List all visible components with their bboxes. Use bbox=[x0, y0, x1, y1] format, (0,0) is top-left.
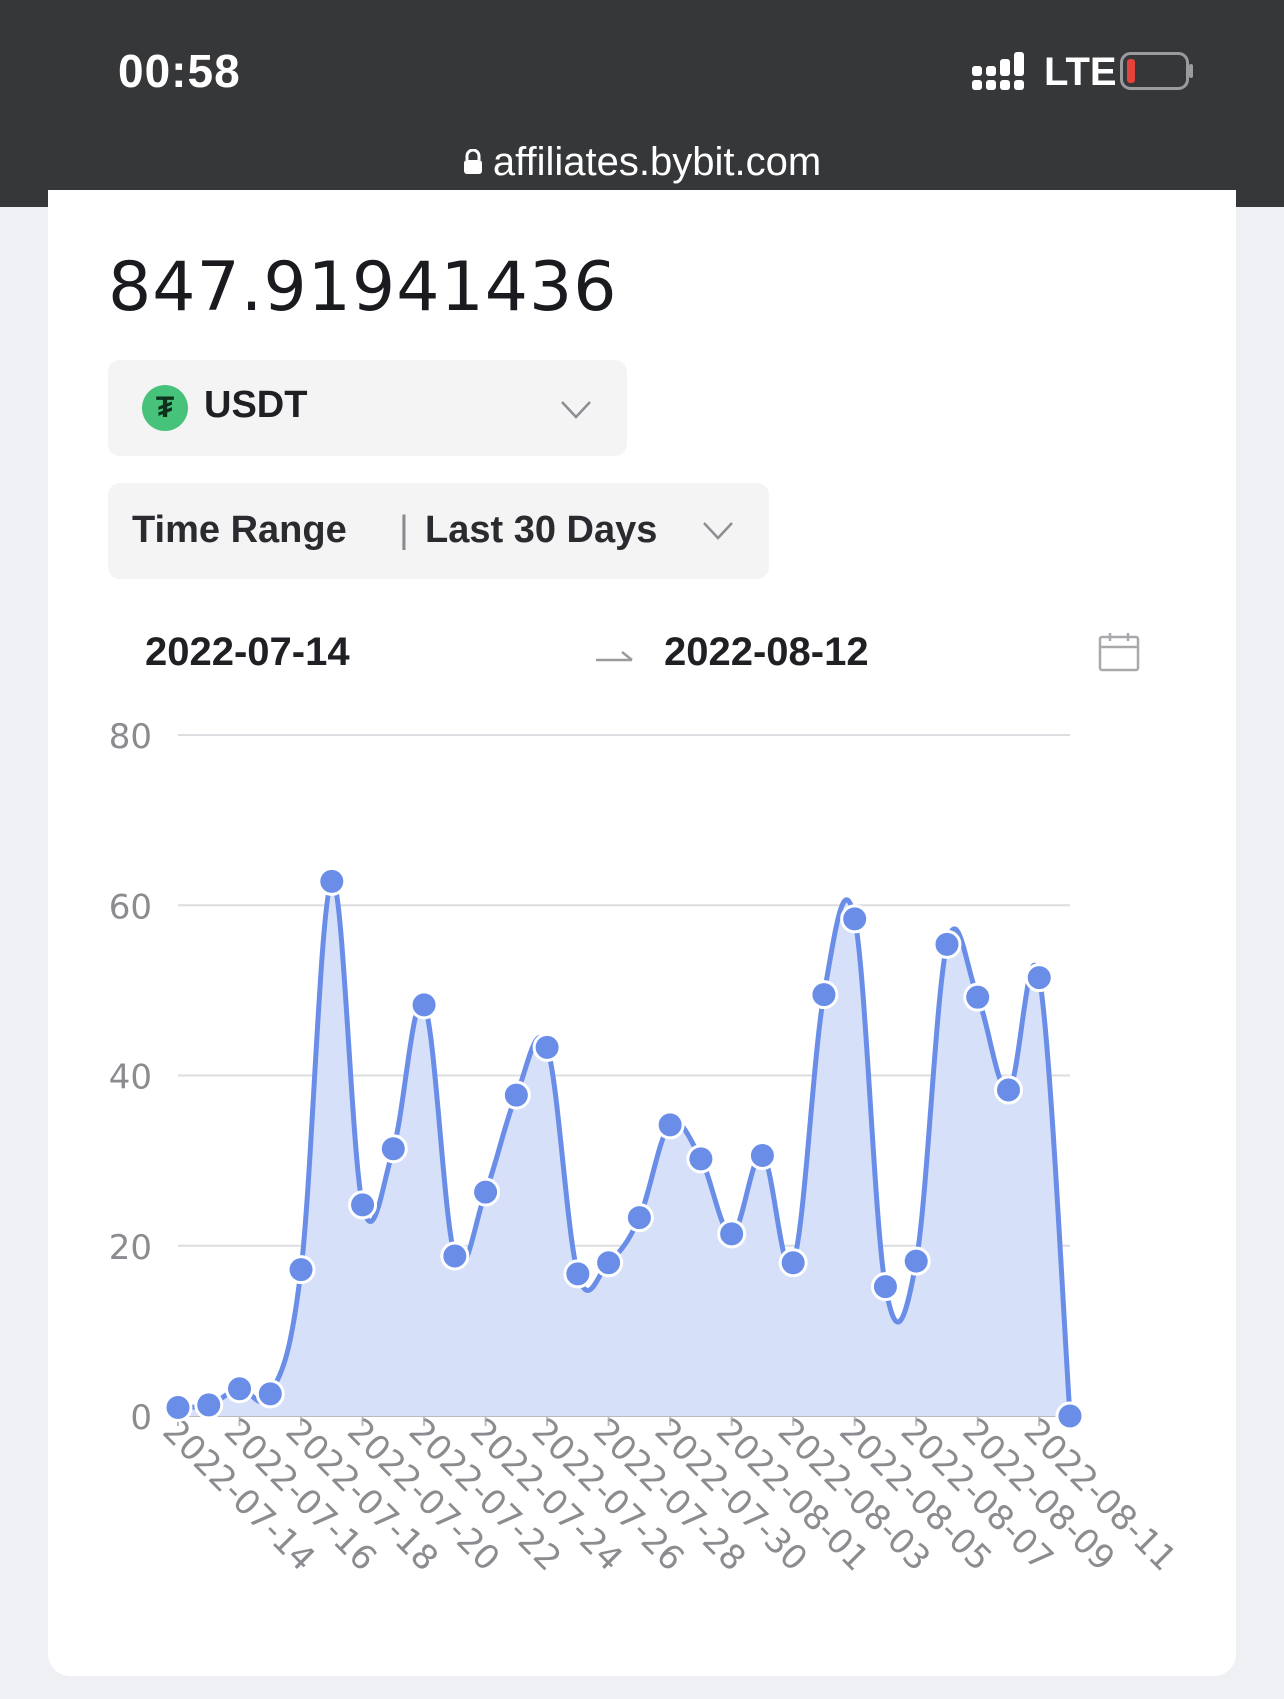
data-point bbox=[870, 1272, 900, 1302]
data-point bbox=[255, 1379, 285, 1409]
tether-icon: ₮ bbox=[142, 385, 188, 431]
data-point bbox=[225, 1374, 255, 1404]
data-point bbox=[1024, 963, 1054, 993]
data-point bbox=[471, 1177, 501, 1207]
data-point bbox=[1055, 1401, 1085, 1431]
currency-dropdown[interactable]: ₮ USDT bbox=[108, 360, 627, 456]
data-point bbox=[563, 1259, 593, 1289]
data-point bbox=[440, 1241, 470, 1271]
status-time: 00:58 bbox=[118, 45, 241, 97]
data-point bbox=[840, 904, 870, 934]
time-range-dropdown[interactable]: Time Range | Last 30 Days bbox=[108, 483, 769, 579]
calendar-icon[interactable] bbox=[1098, 632, 1140, 672]
network-type: LTE bbox=[1044, 50, 1117, 94]
time-range-value: Last 30 Days bbox=[425, 509, 658, 551]
data-point bbox=[932, 929, 962, 959]
start-date[interactable]: 2022-07-14 bbox=[145, 630, 350, 674]
data-point bbox=[163, 1392, 193, 1422]
data-point bbox=[409, 990, 439, 1020]
data-point bbox=[963, 982, 993, 1012]
total-amount: 847.91941436 bbox=[108, 248, 618, 327]
data-point bbox=[594, 1248, 624, 1278]
series-line bbox=[177, 878, 1073, 1417]
page-url: affiliates.bybit.com bbox=[492, 139, 822, 184]
y-tick-label: 40 bbox=[109, 1058, 152, 1098]
data-point bbox=[993, 1075, 1023, 1105]
arrow-right-icon bbox=[596, 651, 633, 662]
signal-icon bbox=[972, 52, 1024, 90]
data-point bbox=[778, 1248, 808, 1278]
data-point bbox=[747, 1141, 777, 1171]
time-range-divider: | bbox=[399, 509, 409, 551]
status-bar: 00:58 LTE affiliates.bybit.com bbox=[0, 0, 1284, 207]
data-point bbox=[194, 1390, 224, 1420]
chevron-down-icon bbox=[561, 401, 591, 419]
data-point bbox=[717, 1219, 747, 1249]
end-date[interactable]: 2022-08-12 bbox=[664, 630, 869, 674]
currency-label: USDT bbox=[204, 384, 308, 426]
earnings-chart: 0204060802022-07-142022-07-162022-07-182… bbox=[109, 717, 1184, 1579]
data-point bbox=[901, 1246, 931, 1276]
chevron-down-icon bbox=[703, 522, 733, 540]
data-point bbox=[348, 1190, 378, 1220]
data-point bbox=[532, 1032, 562, 1062]
y-tick-label: 0 bbox=[130, 1398, 152, 1438]
data-point bbox=[317, 866, 347, 896]
data-point bbox=[378, 1134, 408, 1164]
time-range-label: Time Range bbox=[132, 509, 347, 551]
data-point bbox=[809, 980, 839, 1010]
y-tick-label: 60 bbox=[109, 887, 152, 927]
data-point bbox=[686, 1144, 716, 1174]
series-area bbox=[178, 881, 1070, 1416]
data-point bbox=[624, 1203, 654, 1233]
data-point bbox=[286, 1255, 316, 1285]
lock-icon bbox=[463, 149, 482, 175]
battery-icon bbox=[1120, 52, 1193, 90]
data-point bbox=[655, 1110, 685, 1140]
address-bar[interactable]: affiliates.bybit.com bbox=[0, 138, 1284, 185]
data-point bbox=[501, 1080, 531, 1110]
y-tick-label: 20 bbox=[109, 1228, 152, 1268]
y-tick-label: 80 bbox=[109, 717, 152, 757]
